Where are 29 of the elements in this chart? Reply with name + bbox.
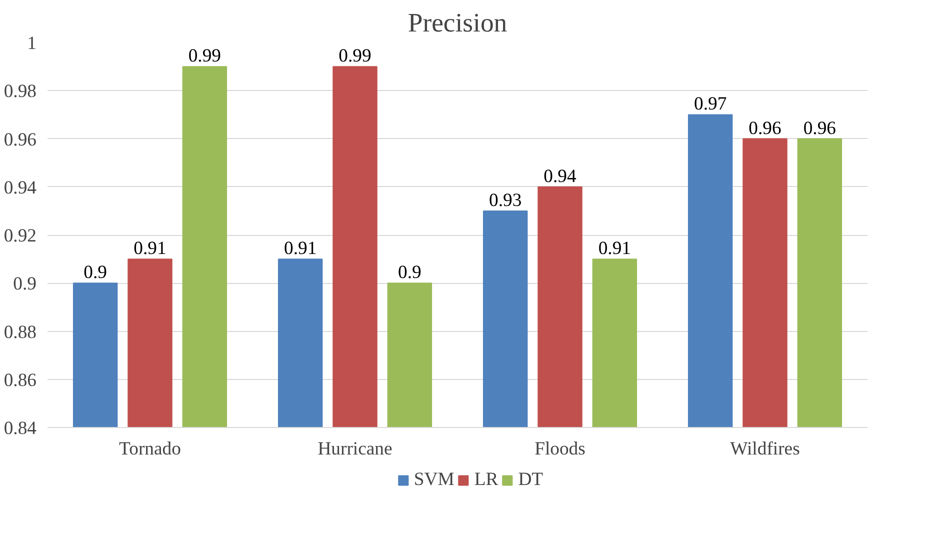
data-label: 0.96: [748, 118, 782, 139]
data-label: 0.97: [694, 94, 727, 115]
y-tick-label: 0.9: [13, 274, 37, 295]
data-label: 0.96: [803, 118, 836, 139]
y-tick-label: 0.96: [4, 129, 37, 150]
data-label: 0.99: [188, 46, 221, 67]
data-label: 0.91: [598, 238, 631, 260]
legend-label: SVM: [414, 469, 454, 491]
data-label: 0.94: [544, 166, 577, 187]
y-tick-label: 0.88: [4, 322, 37, 343]
data-label: 0.9: [84, 262, 107, 284]
x-tick-label: Wildfires: [730, 438, 800, 460]
data-label: 0.91: [284, 238, 317, 260]
data-label: 0.93: [489, 190, 522, 211]
y-tick-label: 0.92: [4, 226, 37, 246]
y-tick-label: 0.94: [4, 177, 38, 198]
legend-label: LR: [474, 469, 498, 491]
chart-title: Precision: [408, 8, 508, 38]
y-tick-label: 0.86: [4, 370, 37, 391]
y-tick-label: 0.84: [4, 418, 38, 439]
x-tick-label: Floods: [534, 438, 586, 460]
legend-label: DT: [518, 469, 544, 491]
data-label: 0.9: [398, 262, 422, 284]
y-tick-label: 1: [27, 33, 36, 54]
data-label: 0.91: [134, 238, 166, 260]
data-label: 0.99: [338, 46, 372, 67]
x-tick-label: Hurricane: [318, 438, 392, 460]
x-tick-label: Tornado: [119, 438, 181, 460]
y-tick-label: 0.98: [4, 81, 37, 102]
